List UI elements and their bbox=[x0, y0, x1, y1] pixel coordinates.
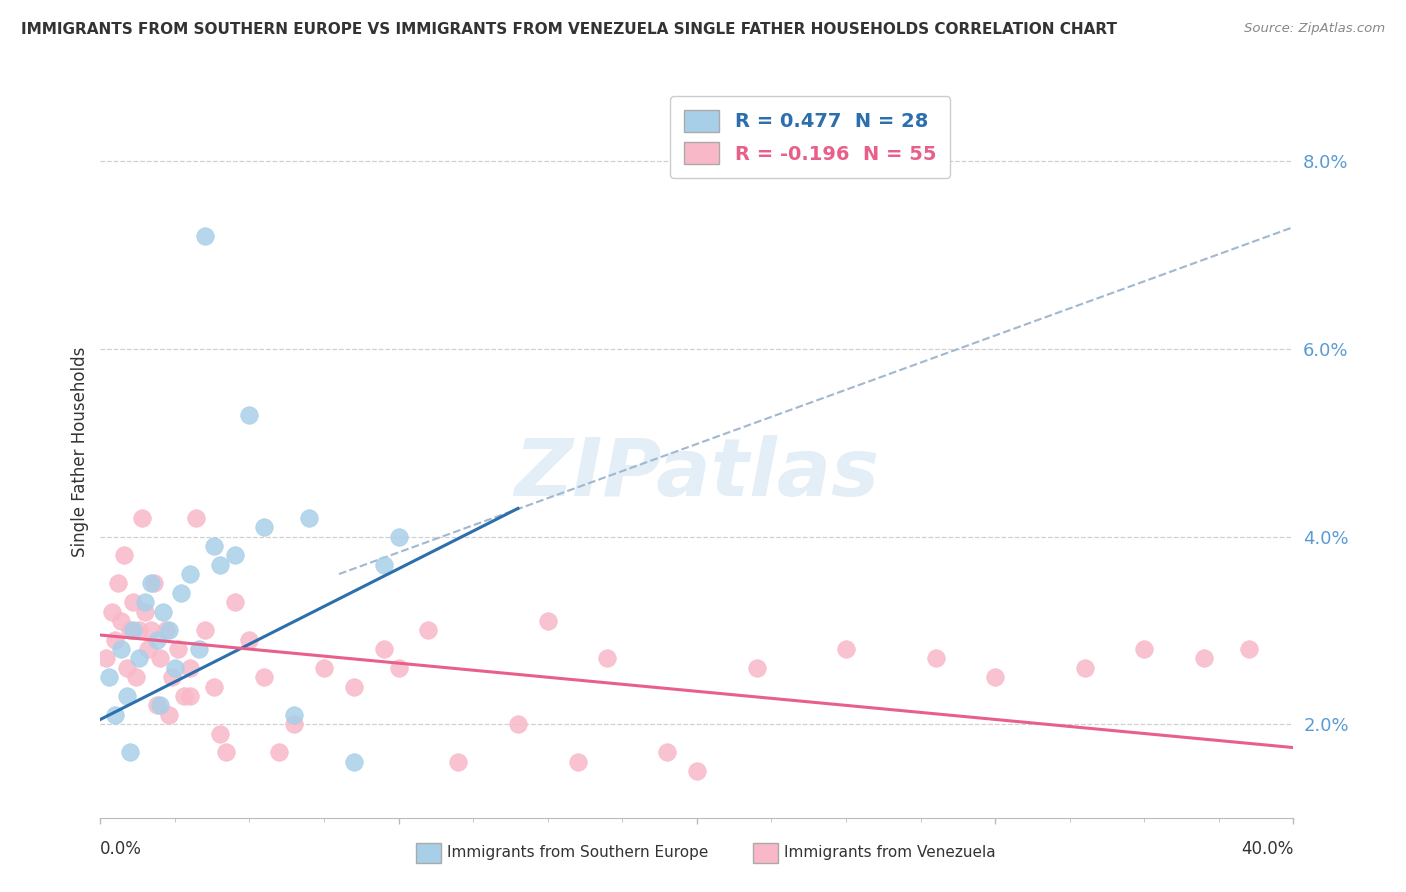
Point bbox=[194, 624, 217, 638]
Point bbox=[101, 605, 124, 619]
Point bbox=[125, 670, 148, 684]
Point bbox=[122, 624, 145, 638]
Text: 40.0%: 40.0% bbox=[1241, 840, 1294, 858]
Text: Source: ZipAtlas.com: Source: ZipAtlas.com bbox=[1244, 22, 1385, 36]
Point bbox=[149, 698, 172, 713]
Point bbox=[214, 745, 236, 759]
Point bbox=[984, 670, 1007, 684]
Point bbox=[1192, 651, 1215, 665]
Point bbox=[567, 755, 589, 769]
Point bbox=[283, 707, 305, 722]
Point bbox=[343, 755, 366, 769]
Point bbox=[238, 408, 260, 422]
Text: 0.0%: 0.0% bbox=[100, 840, 142, 858]
Point bbox=[253, 520, 276, 534]
Text: ZIPatlas: ZIPatlas bbox=[515, 435, 879, 513]
Legend: R = 0.477  N = 28, R = -0.196  N = 55: R = 0.477 N = 28, R = -0.196 N = 55 bbox=[671, 96, 949, 178]
Point bbox=[447, 755, 470, 769]
Point bbox=[139, 576, 162, 591]
Point bbox=[122, 595, 145, 609]
Point bbox=[343, 680, 366, 694]
Point bbox=[179, 661, 201, 675]
Point bbox=[373, 558, 395, 572]
Point bbox=[157, 624, 180, 638]
Point bbox=[107, 576, 129, 591]
Point bbox=[1073, 661, 1095, 675]
Point bbox=[98, 670, 121, 684]
Point bbox=[167, 642, 190, 657]
Point bbox=[134, 605, 156, 619]
Point bbox=[112, 549, 135, 563]
Point bbox=[128, 624, 150, 638]
Text: Immigrants from Venezuela: Immigrants from Venezuela bbox=[785, 846, 995, 860]
Point bbox=[388, 661, 411, 675]
Point bbox=[187, 642, 209, 657]
Point bbox=[179, 689, 201, 703]
Point bbox=[160, 670, 183, 684]
Y-axis label: Single Father Households: Single Father Households bbox=[72, 347, 89, 558]
Point bbox=[298, 510, 321, 524]
Point bbox=[155, 624, 177, 638]
Point bbox=[110, 642, 132, 657]
Point bbox=[120, 624, 142, 638]
Point bbox=[373, 642, 395, 657]
Point bbox=[537, 614, 560, 628]
Point bbox=[136, 642, 159, 657]
Point bbox=[1133, 642, 1156, 657]
Point bbox=[143, 576, 166, 591]
Text: IMMIGRANTS FROM SOUTHERN EUROPE VS IMMIGRANTS FROM VENEZUELA SINGLE FATHER HOUSE: IMMIGRANTS FROM SOUTHERN EUROPE VS IMMIG… bbox=[21, 22, 1118, 37]
Point bbox=[1237, 642, 1260, 657]
Point bbox=[146, 632, 169, 647]
Point bbox=[134, 595, 156, 609]
Text: Immigrants from Southern Europe: Immigrants from Southern Europe bbox=[447, 846, 709, 860]
Point bbox=[745, 661, 768, 675]
Point bbox=[208, 558, 231, 572]
Point bbox=[110, 614, 132, 628]
Point bbox=[596, 651, 619, 665]
Point bbox=[115, 661, 138, 675]
Point bbox=[835, 642, 858, 657]
Point bbox=[157, 707, 180, 722]
Point bbox=[179, 567, 201, 582]
Point bbox=[131, 510, 153, 524]
Point bbox=[139, 624, 162, 638]
Point bbox=[924, 651, 946, 665]
Point bbox=[120, 745, 142, 759]
Point bbox=[170, 586, 193, 600]
Point bbox=[202, 680, 225, 694]
Point bbox=[655, 745, 678, 759]
Point bbox=[686, 764, 709, 778]
Point bbox=[173, 689, 195, 703]
Point bbox=[202, 539, 225, 553]
Point bbox=[128, 651, 150, 665]
Point bbox=[104, 632, 127, 647]
Point bbox=[149, 651, 172, 665]
Point bbox=[96, 651, 118, 665]
Point bbox=[152, 605, 174, 619]
Point bbox=[283, 717, 305, 731]
Point bbox=[115, 689, 138, 703]
Point bbox=[104, 707, 127, 722]
Point bbox=[184, 510, 207, 524]
Point bbox=[418, 624, 440, 638]
Point bbox=[312, 661, 335, 675]
Point bbox=[163, 661, 186, 675]
Point bbox=[194, 229, 217, 244]
Point bbox=[269, 745, 291, 759]
Point bbox=[506, 717, 529, 731]
Point bbox=[224, 549, 246, 563]
Point bbox=[146, 698, 169, 713]
Point bbox=[253, 670, 276, 684]
Point bbox=[208, 726, 231, 740]
Point bbox=[388, 530, 411, 544]
Point bbox=[238, 632, 260, 647]
Point bbox=[224, 595, 246, 609]
